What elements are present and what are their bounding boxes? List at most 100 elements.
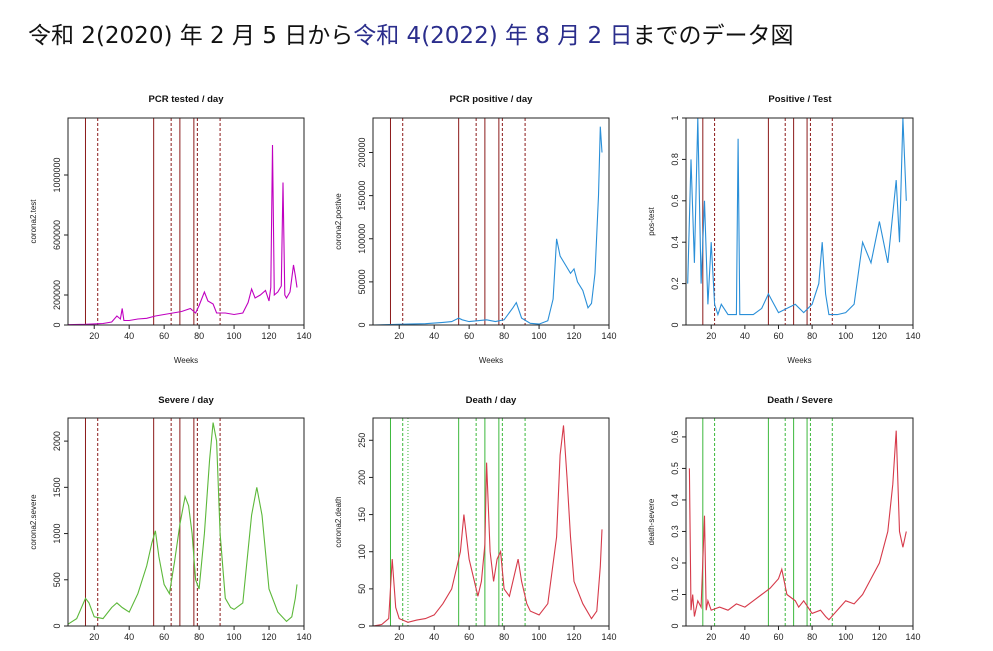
x-tick-label: 40 [740,632,750,642]
chart-title: PCR tested / day [149,94,225,105]
y-tick-label: 0.3 [670,525,680,538]
y-tick-label: 50 [357,584,367,594]
x-tick-label: 80 [499,632,509,642]
y-tick-label: 0.4 [670,236,680,249]
x-tick-label: 100 [532,331,547,341]
x-tick-label: 20 [706,632,716,642]
chart-title: Positive / Test [768,94,832,105]
x-tick-label: 100 [838,331,853,341]
y-tick-label: 0.1 [670,588,680,601]
plot-frame [372,117,610,326]
plot-frame [685,417,914,627]
y-tick-label: 1 [670,115,680,120]
x-axis-label: Weeks [174,356,198,365]
x-tick-label: 40 [429,331,439,341]
chart-panel-4: Severe / day 20 40 60 80 100 120 140 0 500 1000 150… [29,395,312,642]
series-line [687,117,907,317]
plot-frame [685,117,914,326]
x-tick-label: 20 [394,331,404,341]
y-tick-label: 0 [357,623,367,628]
y-axis-label: corona2.postive [334,193,343,250]
y-axis-label: corona2.death [334,496,343,547]
x-tick-label: 20 [89,632,99,642]
x-tick-label: 80 [499,331,509,341]
x-tick-label: 20 [89,331,99,341]
x-tick-label: 60 [464,632,474,642]
y-tick-label: 0 [52,623,62,628]
y-tick-label: 500 [52,572,62,587]
y-tick-label: 200000 [52,280,62,310]
y-tick-label: 100 [357,544,367,559]
y-tick-label: 600000 [52,220,62,250]
title-part-start: 令和 2(2020) 年 2 月 5 日から [28,23,354,49]
y-tick-label: 200 [357,470,367,485]
y-tick-label: 0 [52,322,62,327]
x-tick-label: 140 [601,632,616,642]
y-tick-label: 0 [357,322,367,327]
y-tick-label: 150000 [357,181,367,211]
x-tick-label: 80 [194,331,204,341]
series-line [67,144,298,326]
x-tick-label: 60 [159,331,169,341]
title-part-suffix: までのデータ図 [632,23,794,49]
x-tick-label: 40 [740,331,750,341]
chart-panel-1: PCR tested / day 20 40 60 80 100 120 140 0 200000… [29,94,312,365]
page-title: 令和 2(2020) 年 2 月 5 日から令和 4(2022) 年 8 月 2… [28,16,794,50]
y-tick-label: 150 [357,507,367,522]
x-tick-label: 120 [567,331,582,341]
series-line [688,430,907,621]
x-tick-label: 120 [262,331,277,341]
x-tick-label: 60 [159,632,169,642]
title-part-end-date: 令和 4(2022) 年 8 月 2 日 [353,23,633,49]
y-tick-label: 100000 [357,224,367,254]
y-tick-label: 0.2 [670,277,680,290]
y-axis-label: pos-test [647,207,656,236]
y-tick-label: 1000000 [52,157,62,192]
x-tick-label: 40 [429,632,439,642]
y-tick-label: 0.2 [670,557,680,570]
x-tick-label: 120 [872,632,887,642]
y-tick-label: 0.4 [670,494,680,507]
x-tick-label: 80 [194,632,204,642]
chart-title: Death / Severe [767,395,832,406]
x-tick-label: 140 [601,331,616,341]
series-line [67,422,298,625]
series-line [372,126,603,326]
series-line [372,425,603,627]
plot-frame [67,417,305,627]
x-tick-label: 100 [838,632,853,642]
y-tick-label: 1500 [52,477,62,497]
x-tick-label: 80 [807,331,817,341]
chart-title: Severe / day [158,395,214,406]
chart-panel-2: PCR positive / day 20 40 60 80 100 120 140 0 5000… [334,94,617,365]
chart-panel-5: Death / day 20 40 60 80 100 120 140 0 50 100 150 200… [334,395,617,642]
chart-panel-6: Death / Severe 20 40 60 80 100 120 140 0 0.1 0.2 0.… [647,395,921,642]
x-tick-label: 100 [227,331,242,341]
y-tick-label: 200000 [357,137,367,167]
x-tick-label: 20 [706,331,716,341]
y-tick-label: 0 [670,623,680,628]
x-tick-label: 60 [773,632,783,642]
x-tick-label: 120 [262,632,277,642]
x-tick-label: 40 [124,632,134,642]
plot-frame [67,117,305,326]
x-tick-label: 60 [773,331,783,341]
y-tick-label: 0.5 [670,462,680,475]
y-tick-label: 250 [357,433,367,448]
chart-panel-3: Positive / Test 20 40 60 80 100 120 140 0 0.2 0.4 0… [647,94,921,365]
y-tick-label: 0.6 [670,431,680,444]
y-tick-label: 0 [670,322,680,327]
x-axis-label: Weeks [787,356,811,365]
x-tick-label: 140 [905,632,920,642]
x-tick-label: 20 [394,632,404,642]
x-tick-label: 140 [905,331,920,341]
y-tick-label: 0.6 [670,195,680,208]
y-axis-label: death-severe [647,498,656,545]
x-tick-label: 120 [567,632,582,642]
plot-frame [372,417,610,627]
x-tick-label: 140 [296,632,311,642]
y-axis-label: corona2.severe [29,494,38,550]
x-axis-label: Weeks [479,356,503,365]
x-tick-label: 100 [227,632,242,642]
